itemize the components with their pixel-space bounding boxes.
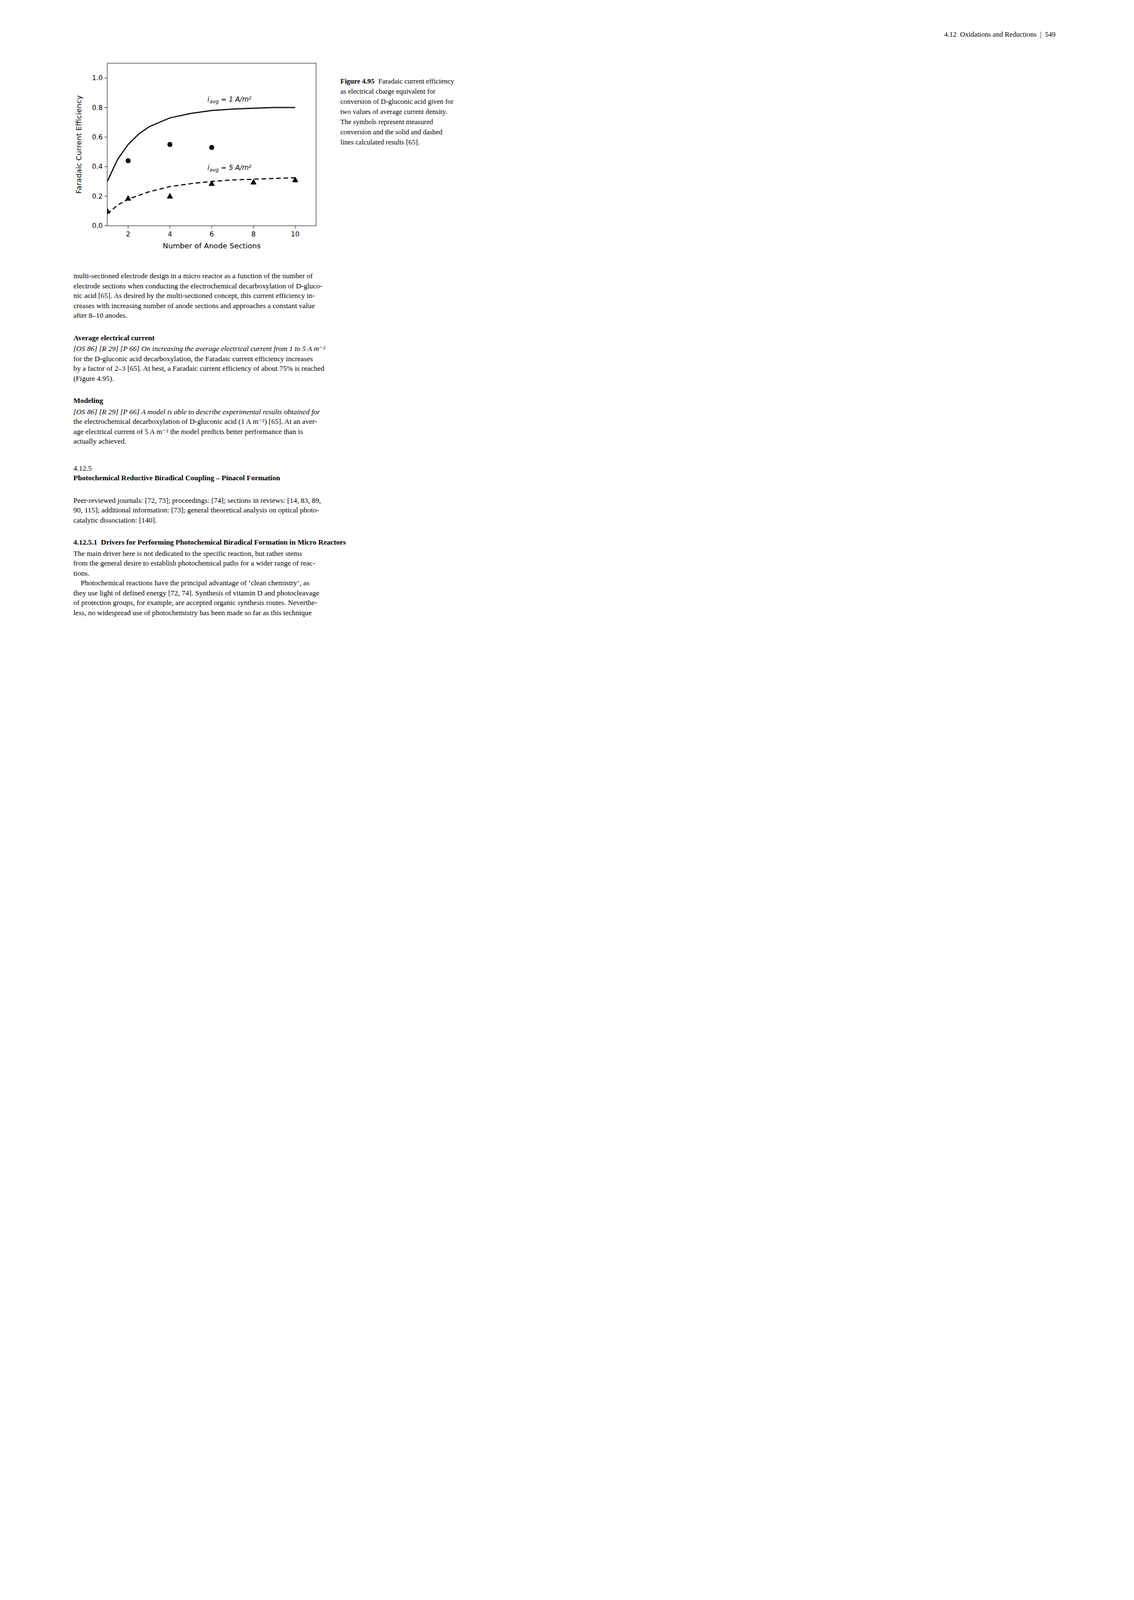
section-title: Photochemical Reductive Biradical Coupli… <box>73 473 281 483</box>
body-line: they use light of defined energy [72, 74… <box>73 588 320 598</box>
series-line <box>107 177 296 214</box>
data-point <box>107 208 111 214</box>
body-line: [OS 86] [R 29] [P 66] On increasing the … <box>73 344 326 353</box>
x-tick <box>128 225 129 229</box>
data-point <box>292 177 299 183</box>
body-line: nic acid [65]. As desired by the multi-s… <box>73 291 315 300</box>
data-point <box>209 145 214 150</box>
y-tick <box>104 225 108 227</box>
y-tick <box>104 107 108 108</box>
body-line: Peer-reviewed journals: [72, 73]; procee… <box>73 496 321 505</box>
section-number: 4.12.5 <box>73 463 93 473</box>
x-tick-label: 10 <box>290 230 300 239</box>
y-tick-label: 0.8 <box>92 103 103 112</box>
y-tick <box>104 195 108 197</box>
x-tick-label: 6 <box>209 230 214 239</box>
x-tick <box>295 225 296 229</box>
y-tick-label: 0.0 <box>92 221 103 230</box>
body-line: the electrochemical decarboxylation of D… <box>73 417 318 426</box>
body-line: (Figure 4.95). <box>73 374 115 383</box>
body-line: Photochemical reactions have the princip… <box>73 578 310 588</box>
page-header: 4.12 Oxidations and Reductions | 549 <box>944 30 1056 39</box>
body-line: catalytic dissociation: [140]. <box>73 515 157 525</box>
caption-label: Figure 4.95 <box>340 77 375 86</box>
data-point <box>167 142 173 147</box>
annotation: iavg = 5 A/m² <box>207 163 252 173</box>
body-line: for the D-gluconic acid decarboxylation,… <box>73 354 313 363</box>
x-tick <box>253 225 255 229</box>
body-line: [OS 86] [R 29] [P 66] A model is able to… <box>73 407 321 417</box>
x-tick <box>211 225 213 229</box>
body-line: from the general desire to establish pho… <box>73 558 315 568</box>
subsection-title: 4.12.5.1 Drivers for Performing Photoche… <box>73 537 347 547</box>
chart: 2 4 6 8 10 0.0 0.2 0.4 0.6 0.8 1.0 Number of Anode … <box>74 63 317 251</box>
body-line: tions. <box>73 568 90 578</box>
x-tick-label: 4 <box>167 230 173 239</box>
body-line: after 8–10 anodes. <box>73 311 128 320</box>
caption-text: Faradaic current efficiency <box>378 77 455 86</box>
annotation-subscript: avg <box>209 98 220 105</box>
x-tick-label: 8 <box>251 230 256 239</box>
y-axis-label: Faradaic Current Efficiency <box>74 95 83 195</box>
body-line: by a factor of 2–3 [65]. At best, a Fara… <box>73 364 325 373</box>
annotation: iavg = 1 A/m² <box>207 95 252 105</box>
plot-frame <box>107 63 317 226</box>
x-tick <box>169 225 171 229</box>
data-point <box>208 180 215 186</box>
body-line: creases with increasing number of anode … <box>73 301 315 310</box>
body-line: multi-sectioned electrode design in a mi… <box>73 271 314 280</box>
heading: Modeling <box>73 396 104 405</box>
annotation-subscript: avg <box>209 167 220 173</box>
y-tick <box>104 77 108 79</box>
caption-line: The symbols represent measured <box>340 117 434 126</box>
page-background <box>0 0 1134 1600</box>
body-line: electrode sections when conducting the e… <box>73 281 323 291</box>
y-tick-label: 0.6 <box>92 133 103 142</box>
data-point <box>125 195 131 201</box>
caption-line: Figure 4.95Faradaic current efficiency <box>340 77 455 86</box>
data-point <box>125 158 131 164</box>
body-line: The main driver here is not dedicated to… <box>73 549 302 558</box>
page: 2 4 6 8 10 0.0 0.2 0.4 0.6 0.8 1.0 Number of Anode … <box>0 0 1134 1600</box>
caption-line: lines calculated results [65]. <box>340 138 420 147</box>
body-line: less, no widespread use of photochemistr… <box>73 608 313 617</box>
series-line <box>107 107 296 182</box>
y-tick-label: 0.4 <box>92 162 103 171</box>
body-line: age electrical current of 5 A m⁻² the mo… <box>73 427 304 436</box>
x-axis-label: Number of Anode Sections <box>162 241 261 251</box>
y-tick-label: 0.2 <box>92 192 103 201</box>
heading: Average electrical current <box>73 333 156 343</box>
data-point <box>167 193 173 199</box>
annotation-text: = 5 A/m² <box>219 163 252 172</box>
caption-line: two values of average current density. <box>340 107 448 116</box>
body-line: of protection groups, for example, are a… <box>73 598 318 607</box>
plot-area <box>107 107 299 214</box>
annotation-text: = 1 A/m² <box>219 95 252 104</box>
x-tick-label: 2 <box>125 230 131 239</box>
body-line: 90, 115]; additional information: [73]; … <box>73 505 319 515</box>
y-tick-label: 1.0 <box>92 73 103 82</box>
body-line: actually achieved. <box>73 436 127 446</box>
caption-line: conversion and the solid and dashed <box>340 128 444 137</box>
caption-line: conversion of D-gluconic acid given for <box>340 97 454 106</box>
y-tick <box>104 136 108 138</box>
y-tick <box>104 166 108 168</box>
data-point <box>250 179 257 185</box>
caption-line: as electrical charge equivalent for <box>340 87 436 96</box>
